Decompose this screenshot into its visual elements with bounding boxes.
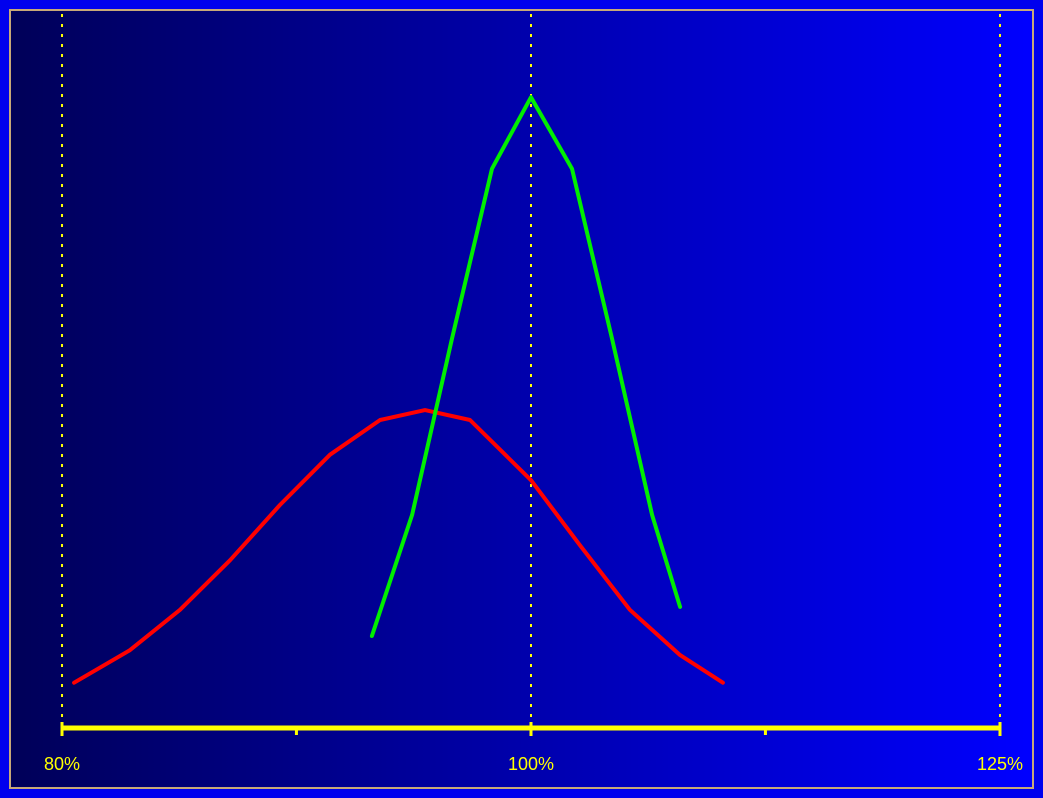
plot-frame — [9, 9, 1034, 789]
x-tick-label: 125% — [977, 754, 1023, 774]
x-tick-label: 80% — [44, 754, 80, 774]
curve — [369, 95, 683, 638]
x-tick-label: 100% — [508, 754, 554, 774]
curve — [72, 408, 725, 685]
